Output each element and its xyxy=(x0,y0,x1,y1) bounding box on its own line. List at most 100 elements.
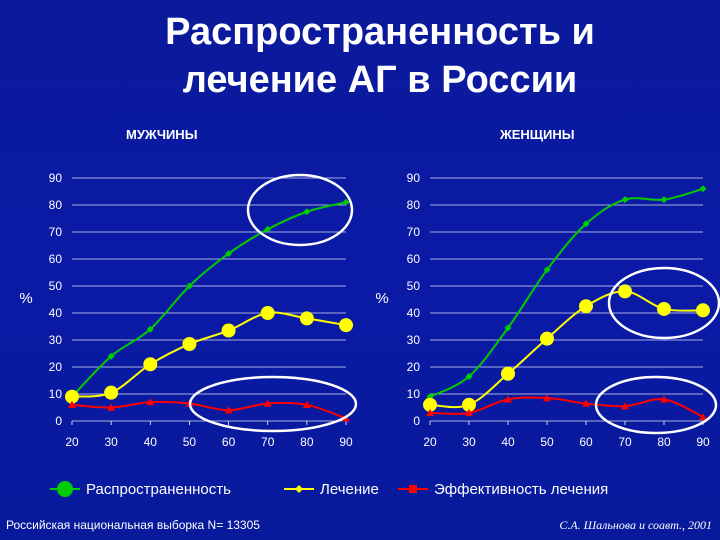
men-data-point xyxy=(339,318,353,333)
legend-marker xyxy=(409,485,417,493)
men-data-point xyxy=(263,399,272,407)
women-y-tick-label: 70 xyxy=(407,225,421,239)
men-data-point xyxy=(342,198,350,206)
men-y-tick-label: 10 xyxy=(49,387,63,401)
women-y-tick-label: 10 xyxy=(407,387,421,401)
sample-note: Российская национальная выборка N= 13305 xyxy=(6,518,260,532)
men-data-point xyxy=(299,311,314,326)
women-data-point xyxy=(504,395,512,403)
women-x-tick-label: 40 xyxy=(501,435,515,449)
women-data-point xyxy=(504,324,512,332)
men-data-point xyxy=(146,325,154,333)
men-x-tick-label: 70 xyxy=(261,435,275,449)
women-x-tick-label: 50 xyxy=(540,435,554,449)
women-highlight-ellipse xyxy=(607,266,720,340)
men-data-point xyxy=(302,400,311,408)
legend-marker xyxy=(295,485,303,493)
women-x-tick-label: 60 xyxy=(579,435,593,449)
women-x-tick-label: 30 xyxy=(462,435,476,449)
women-y-tick-label: 20 xyxy=(407,360,421,374)
men-data-point xyxy=(68,400,76,408)
men-x-tick-label: 50 xyxy=(183,435,197,449)
men-y-tick-label: 70 xyxy=(49,225,63,239)
legend-label: Лечение xyxy=(320,481,379,498)
men-data-point xyxy=(143,357,158,372)
men-series-line xyxy=(71,201,347,398)
men-x-tick-label: 60 xyxy=(222,435,236,449)
women-data-point xyxy=(621,196,629,204)
women-y-tick-label: 0 xyxy=(413,414,420,428)
title-line-2: лечение АГ в России xyxy=(182,59,578,101)
men-y-tick-label: 30 xyxy=(49,333,63,347)
women-data-point xyxy=(465,408,473,417)
men-x-tick-label: 40 xyxy=(144,435,158,449)
women-data-point xyxy=(657,301,671,316)
women-series-line xyxy=(429,187,704,398)
women-data-point xyxy=(660,395,668,403)
men-y-axis-label: % xyxy=(19,290,32,307)
women-y-axis-label: % xyxy=(375,290,388,307)
women-y-tick-label: 80 xyxy=(407,198,421,212)
men-chart-title: МУЖЧИНЫ xyxy=(126,127,198,142)
men-x-tick-label: 20 xyxy=(65,435,79,449)
men-y-tick-label: 20 xyxy=(49,360,63,374)
women-data-point xyxy=(618,284,632,299)
men-data-point xyxy=(107,352,115,360)
men-data-point xyxy=(303,208,311,216)
women-data-point xyxy=(582,220,590,228)
women-data-point xyxy=(699,412,707,421)
title-line-1: Распространенность и xyxy=(165,11,595,53)
women-data-point xyxy=(540,331,554,346)
women-y-tick-label: 90 xyxy=(407,171,421,185)
men-data-point xyxy=(104,385,119,400)
women-data-point xyxy=(501,366,515,381)
men-y-tick-label: 60 xyxy=(49,252,63,266)
women-data-point xyxy=(426,408,434,417)
men-data-point xyxy=(221,323,236,338)
men-x-tick-label: 90 xyxy=(339,435,353,449)
women-chart-title: ЖЕНЩИНЫ xyxy=(500,127,575,142)
men-data-point xyxy=(182,337,197,352)
women-data-point xyxy=(423,397,437,412)
women-data-point xyxy=(543,394,551,402)
women-x-tick-label: 80 xyxy=(657,435,671,449)
men-y-tick-label: 40 xyxy=(49,306,63,320)
women-highlight-ellipse xyxy=(594,375,718,435)
men-data-point xyxy=(260,306,275,320)
men-data-point xyxy=(224,406,233,414)
women-data-point xyxy=(465,372,473,380)
women-x-tick-label: 20 xyxy=(423,435,437,449)
men-y-tick-label: 50 xyxy=(49,279,63,293)
women-y-tick-label: 50 xyxy=(407,279,421,293)
men-highlight-ellipse xyxy=(188,375,358,433)
men-data-point xyxy=(264,225,272,233)
women-data-point xyxy=(582,399,590,407)
women-y-tick-label: 30 xyxy=(407,333,421,347)
women-data-point xyxy=(621,402,629,410)
women-x-tick-label: 70 xyxy=(618,435,632,449)
men-y-tick-label: 0 xyxy=(55,414,62,428)
men-data-point xyxy=(65,389,79,404)
women-x-tick-label: 90 xyxy=(696,435,710,449)
men-y-tick-label: 80 xyxy=(49,198,63,212)
slide-title: Распространенность и лечение АГ в России xyxy=(0,8,720,104)
legend-label: Эффективность лечения xyxy=(434,481,608,498)
men-data-point xyxy=(107,403,116,411)
citation: С.А. Шальнова и соавт., 2001 xyxy=(559,518,712,532)
men-data-point xyxy=(185,282,193,290)
men-x-tick-label: 30 xyxy=(104,435,118,449)
women-data-point xyxy=(543,266,551,274)
women-chart: 0 10 20 30 40 50 60 70 80 90 20 30 40 50 60 70 80 90% xyxy=(375,171,720,449)
men-y-tick-label: 90 xyxy=(49,171,63,185)
chart-legend: Распространенность Лечение Эффективность л… xyxy=(50,481,608,498)
men-data-point xyxy=(146,398,155,406)
women-y-tick-label: 40 xyxy=(407,306,421,320)
men-x-tick-label: 80 xyxy=(300,435,314,449)
men-chart: 0 10 20 30 40 50 60 70 80 90 20 30 40 50 60 70 80 90% xyxy=(19,171,358,449)
men-highlight-ellipse xyxy=(246,173,354,247)
women-data-point xyxy=(660,196,668,204)
women-data-point xyxy=(699,185,707,193)
women-series-line xyxy=(429,396,704,418)
women-y-tick-label: 60 xyxy=(407,252,421,266)
